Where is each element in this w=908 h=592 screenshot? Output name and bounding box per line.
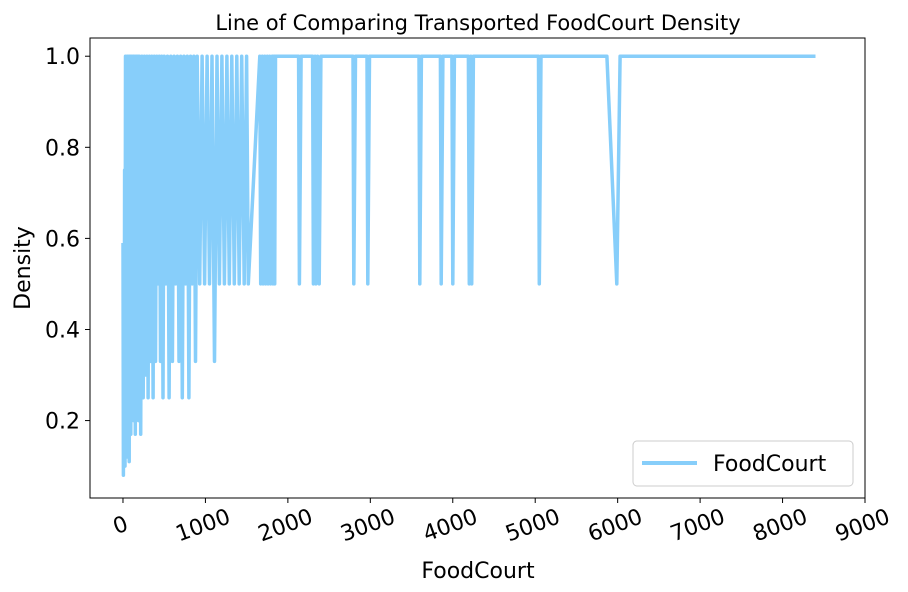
series-line-0 <box>121 54 816 477</box>
y-tick-label: 0.8 <box>45 136 80 161</box>
x-axis: 0 1000 2000 3000 4000 5000 6000 7000 8000 9000 <box>110 498 893 547</box>
y-axis: 0.2 0.4 0.6 0.8 1.0 <box>45 45 90 435</box>
y-tick-label: 1.0 <box>45 45 80 70</box>
x-tick-label: 9000 <box>832 505 893 548</box>
x-tick-label: 0 <box>110 512 132 540</box>
x-tick-label: 4000 <box>420 505 481 548</box>
x-tick-label: 1000 <box>173 505 234 548</box>
chart-title: Line of Comparing Transported FoodCourt … <box>215 11 740 35</box>
x-tick-label: 7000 <box>667 505 728 548</box>
x-tick-label: 8000 <box>750 505 811 548</box>
x-tick-label: 6000 <box>585 505 646 548</box>
x-tick-label: 5000 <box>502 505 563 548</box>
plot-area <box>121 54 816 477</box>
y-tick-label: 0.2 <box>45 410 80 435</box>
legend: FoodCourt <box>632 440 854 487</box>
x-tick-label: 2000 <box>255 505 316 548</box>
legend-box <box>632 440 854 487</box>
legend-label: FoodCourt <box>713 452 827 477</box>
y-tick-label: 0.6 <box>45 227 80 252</box>
y-axis-label: Density <box>11 226 36 310</box>
x-axis-label: FoodCourt <box>421 559 535 584</box>
y-tick-label: 0.4 <box>45 318 80 343</box>
plot-frame <box>89 37 866 499</box>
x-tick-label: 3000 <box>338 505 399 548</box>
